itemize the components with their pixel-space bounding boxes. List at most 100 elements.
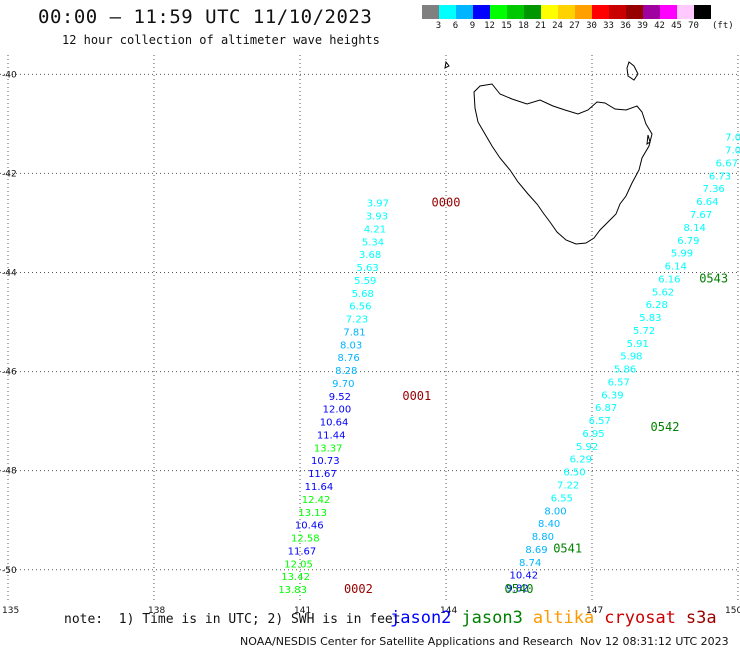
scale-swatch (507, 5, 524, 19)
legend-item-jason3: jason3 (461, 608, 523, 628)
longitude-tick-label: 135 (2, 606, 19, 616)
scale-label: 45 (671, 21, 682, 31)
latitude-tick-label: -42 (2, 169, 17, 179)
wave-height-label: 6.50 (563, 468, 585, 479)
wave-height-label: 5.63 (357, 263, 379, 274)
scale-swatch (575, 5, 592, 19)
tasmania-coastline (444, 60, 653, 245)
wave-height-label: 6.73 (709, 171, 731, 182)
wave-height-label: 10.73 (311, 456, 340, 467)
wave-height-label: 5.83 (639, 313, 661, 324)
scale-swatch (456, 5, 473, 19)
wave-height-label: 6.64 (696, 197, 718, 208)
time-label: 0540 (505, 582, 534, 596)
graticule: -40 -42 -44 -46 -48 -50 135 138 141 144 147 150 (0, 55, 740, 616)
scale-swatch (473, 5, 490, 19)
time-label: 0541 (553, 541, 582, 555)
wave-height-label: 6.28 (646, 300, 668, 311)
wave-height-label: 6.29 (570, 455, 592, 466)
wave-height-label: 7.0 (725, 133, 740, 144)
wave-height-label: 6.95 (582, 429, 604, 440)
latitude-tick-label: -46 (2, 368, 17, 378)
scale-swatch (524, 5, 541, 19)
wave-height-label: 6.39 (601, 390, 623, 401)
wave-height-label: 5.99 (671, 249, 693, 260)
wave-height-label: 5.72 (633, 326, 655, 337)
wave-height-label: 5.86 (614, 365, 636, 376)
scale-label: 18 (518, 21, 529, 31)
scale-label: 24 (552, 21, 563, 31)
wave-height-label: 7.36 (703, 184, 725, 195)
latitude-tick-label: -48 (2, 467, 17, 477)
time-label: 0542 (651, 420, 680, 434)
wave-height-label: 6.57 (608, 377, 630, 388)
scale-label: 12 (484, 21, 495, 31)
wave-height-label: 5.62 (652, 287, 674, 298)
scale-label: 39 (637, 21, 648, 31)
wave-height-label: 3.93 (366, 211, 388, 222)
wave-height-label: 12.00 (323, 405, 352, 416)
scale-swatch (626, 5, 643, 19)
wave-height-label: 5.91 (627, 339, 649, 350)
wave-height-label: 10.46 (295, 521, 324, 532)
scale-label: 42 (654, 21, 665, 31)
wave-height-label: 11.64 (305, 482, 334, 493)
scale-swatch (609, 5, 626, 19)
longitude-tick-label: 138 (148, 606, 165, 616)
wave-height-label: 8.80 (532, 532, 554, 543)
scale-label: 3 (435, 21, 442, 31)
time-label: 0002 (344, 582, 373, 596)
footer-timestamp: Nov 12 08:31:12 UTC 2023 (580, 635, 729, 648)
time-label: 0001 (402, 389, 431, 403)
legend-item-altika: altika (532, 608, 595, 628)
longitude-tick-label: 144 (440, 606, 457, 616)
latitude-tick-label: -50 (2, 566, 17, 576)
scale-swatch (643, 5, 660, 19)
wave-height-label: 5.34 (362, 237, 384, 248)
wave-height-label: 5.59 (354, 276, 376, 287)
scale-label: 33 (603, 21, 614, 31)
wave-height-label: 6.55 (551, 493, 573, 504)
wave-height-label: 13.42 (281, 572, 310, 583)
scale-swatch (677, 5, 694, 19)
scale-label: 27 (569, 21, 580, 31)
wave-height-label: 8.76 (338, 353, 360, 364)
scale-swatch (439, 5, 456, 19)
wave-height-label: 13.83 (278, 585, 307, 596)
wave-height-points: 3.973.93 4.21 5.34 3.68 5.63 5.59 5.68 6.56 7.23… (278, 133, 740, 596)
scale-swatch (422, 5, 439, 19)
wave-height-label: 8.28 (335, 366, 357, 377)
legend-item-cryosat: cryosat (604, 608, 676, 628)
wave-height-label: 11.67 (288, 546, 317, 557)
scale-label: 15 (501, 21, 512, 31)
color-scale-labels: 3 6 9 12 15 18 21 24 27 30 33 36 39 42 45 70 (422, 21, 702, 31)
wave-height-label: 10.64 (320, 418, 349, 429)
latitude-tick-label: -44 (2, 269, 17, 279)
wave-height-label: 6.57 (589, 416, 611, 427)
wave-height-label: 5.68 (352, 289, 374, 300)
wave-height-label: 6.67 (716, 158, 738, 169)
color-scale-unit: (ft) (712, 21, 734, 31)
wave-height-label: 8.40 (538, 519, 560, 530)
wave-height-label: 7.22 (557, 481, 579, 492)
wave-height-label: 7.23 (346, 315, 368, 326)
wave-height-label: 6.56 (349, 302, 371, 313)
wave-height-label: 8.14 (684, 223, 706, 234)
wave-height-label: 8.69 (525, 545, 547, 556)
scale-swatch (660, 5, 677, 19)
legend-item-jason2: jason2 (390, 608, 452, 628)
page-title: 00:00 – 11:59 UTC 11/10/2023 (38, 6, 373, 28)
wave-height-label: 9.82 (506, 584, 528, 595)
latitude-tick-label: -40 (2, 70, 17, 80)
scale-label: 21 (535, 21, 546, 31)
scale-swatch (490, 5, 507, 19)
wave-height-label: 6.16 (658, 274, 680, 285)
wave-height-label: 3.68 (359, 250, 381, 261)
wave-height-label: 12.58 (291, 534, 320, 545)
color-scale (422, 5, 711, 19)
wave-height-label: 12.42 (302, 495, 331, 506)
longitude-tick-label: 150 (725, 606, 740, 616)
page-subtitle: 12 hour collection of altimeter wave hei… (62, 33, 380, 47)
footer-credit: NOAA/NESDIS Center for Satellite Applica… (240, 635, 574, 648)
